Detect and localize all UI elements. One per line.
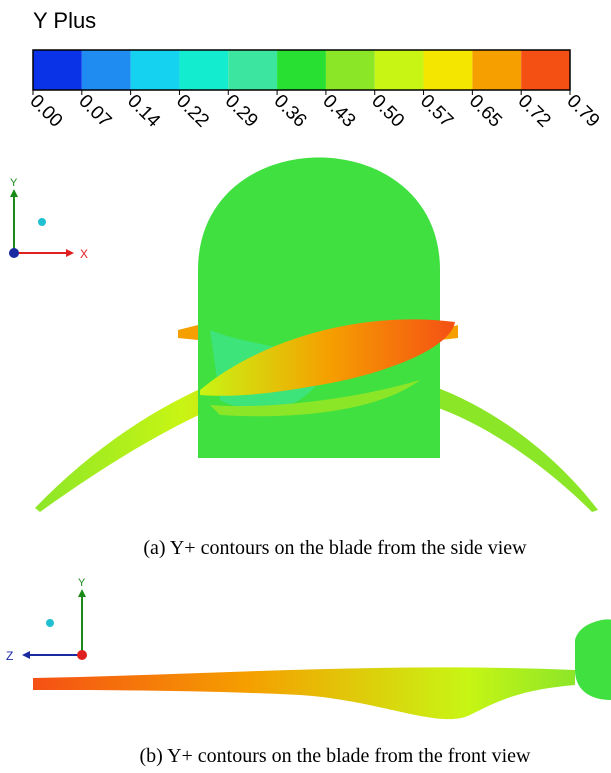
figure: Y Plus 0.000.070.140.220.290.360.430.500… <box>0 0 611 773</box>
color-segment <box>228 50 277 90</box>
caption: (b) Y+ contours on the blade from the fr… <box>140 745 532 767</box>
tick-label: 0.79 <box>562 91 603 132</box>
tick-label: 0.00 <box>25 91 66 132</box>
color-segment <box>82 50 131 90</box>
legend-title: Y Plus <box>33 8 96 33</box>
tick-label: 0.72 <box>514 91 555 132</box>
color-segment <box>326 50 375 90</box>
color-segment <box>521 50 570 90</box>
color-segment <box>375 50 424 90</box>
tick-label: 0.36 <box>270 91 311 132</box>
tick-label: 0.07 <box>74 91 115 132</box>
axis-label: Y <box>78 577 86 589</box>
axis-triad: Y X <box>9 177 88 261</box>
tick-label: 0.22 <box>172 91 213 132</box>
color-segment <box>179 50 228 90</box>
tick-label: 0.14 <box>123 91 164 132</box>
caption: (a) Y+ contours on the blade from the si… <box>143 537 527 559</box>
tick-label: 0.57 <box>416 91 457 132</box>
color-segment <box>424 50 473 90</box>
tick-label: 0.43 <box>318 91 359 132</box>
axis-label: Y <box>10 177 18 189</box>
tick-label: 0.65 <box>465 91 506 132</box>
axis-label: X <box>80 247 88 261</box>
color-segment <box>33 50 82 90</box>
color-segment <box>472 50 521 90</box>
axis-triad: Y Z <box>6 577 87 663</box>
propeller-front-view <box>33 619 611 719</box>
axis-label: Z <box>6 649 13 663</box>
color-segment <box>277 50 326 90</box>
propeller-side-view <box>35 158 598 513</box>
color-segment <box>131 50 180 90</box>
tick-label: 0.50 <box>367 91 408 132</box>
tick-label: 0.29 <box>221 91 262 132</box>
